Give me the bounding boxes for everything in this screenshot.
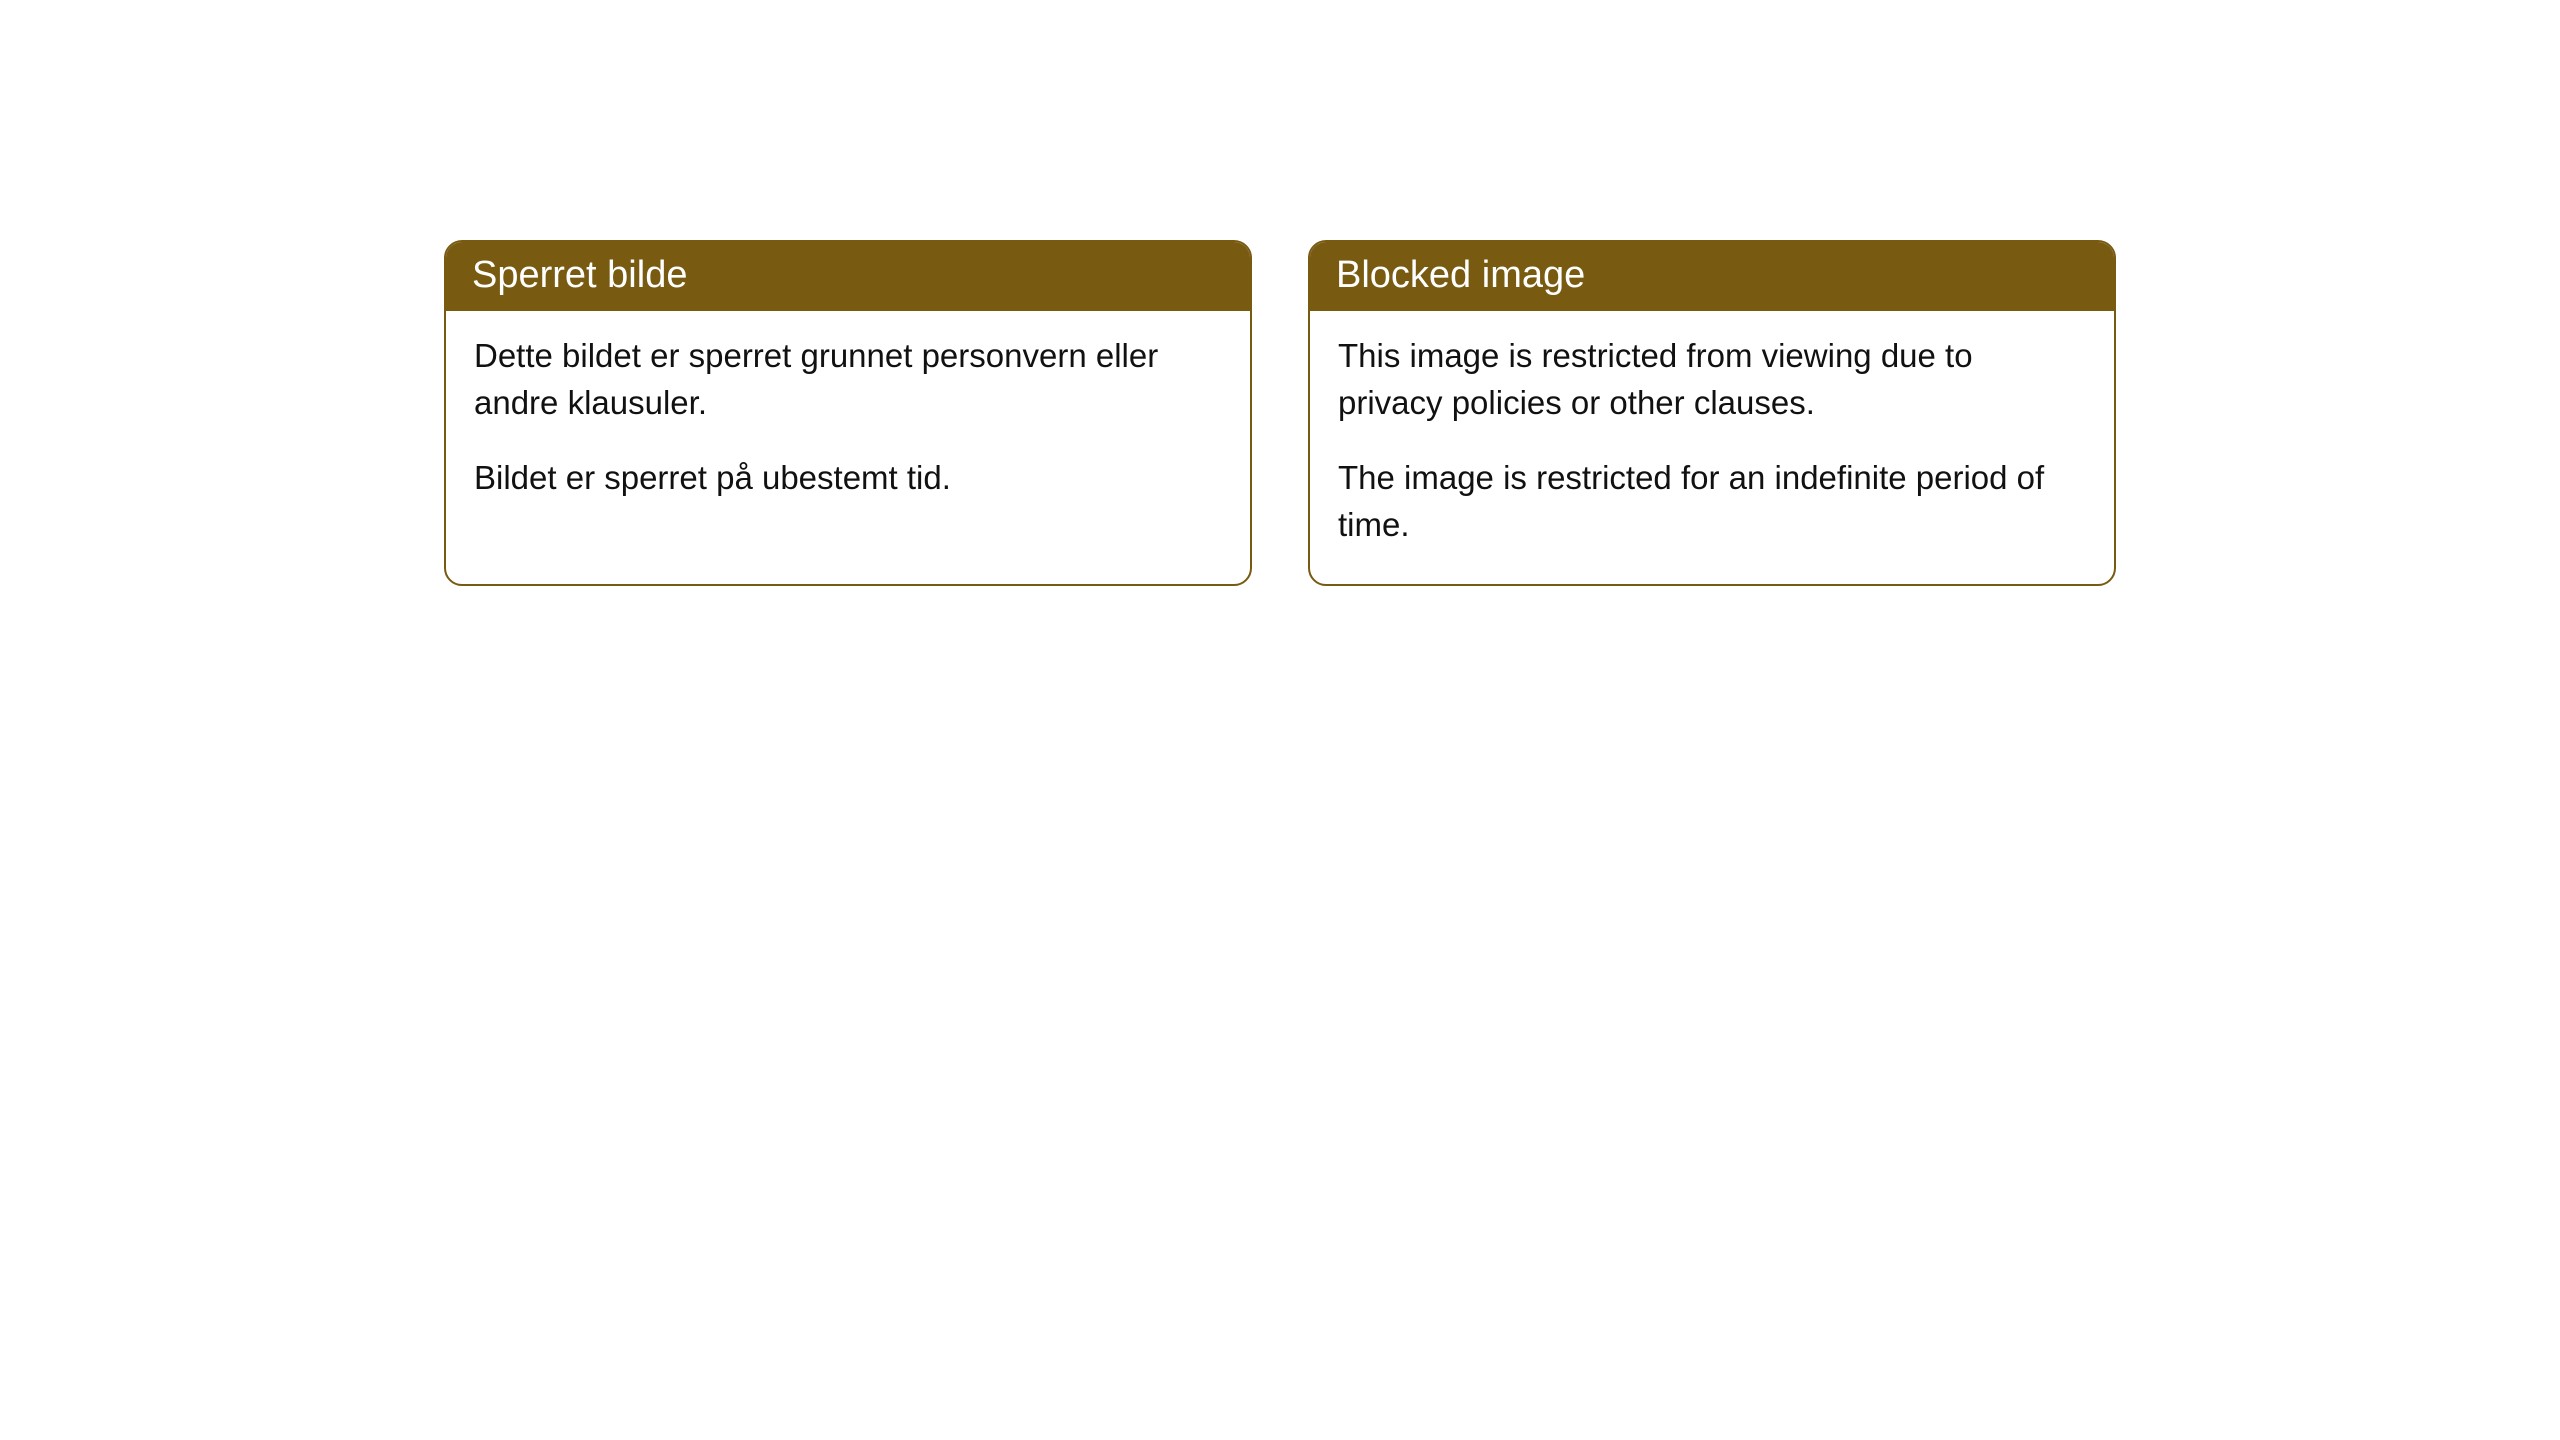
card-english: Blocked image This image is restricted f…: [1308, 240, 2116, 586]
card-header-english: Blocked image: [1310, 242, 2114, 311]
card-paragraph: Dette bildet er sperret grunnet personve…: [474, 333, 1222, 427]
card-header-norwegian: Sperret bilde: [446, 242, 1250, 311]
cards-container: Sperret bilde Dette bildet er sperret gr…: [0, 240, 2560, 586]
card-paragraph: The image is restricted for an indefinit…: [1338, 455, 2086, 549]
card-paragraph: This image is restricted from viewing du…: [1338, 333, 2086, 427]
card-body-norwegian: Dette bildet er sperret grunnet personve…: [446, 311, 1250, 538]
card-body-english: This image is restricted from viewing du…: [1310, 311, 2114, 584]
card-norwegian: Sperret bilde Dette bildet er sperret gr…: [444, 240, 1252, 586]
card-paragraph: Bildet er sperret på ubestemt tid.: [474, 455, 1222, 502]
